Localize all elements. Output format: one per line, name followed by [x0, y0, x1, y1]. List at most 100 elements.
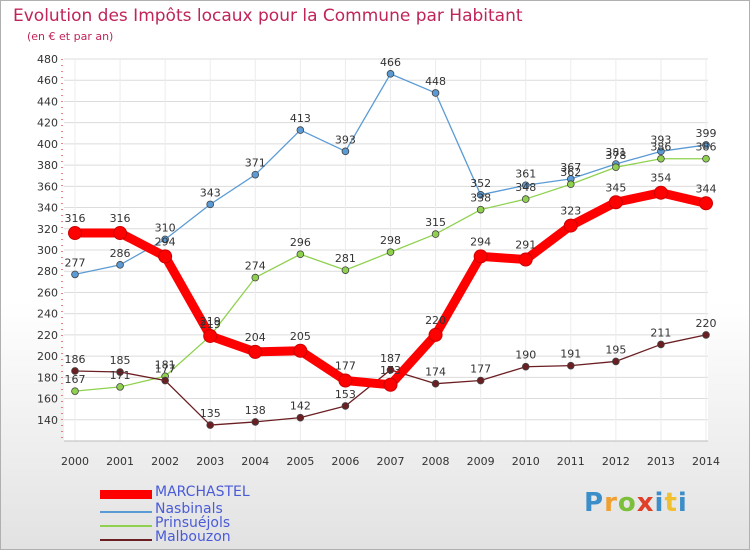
y-tick-label: 360 [37, 180, 58, 193]
data-label: 220 [696, 317, 717, 330]
legend-swatch [100, 511, 152, 513]
x-tick-label: 2012 [602, 455, 630, 468]
data-label: 323 [560, 205, 581, 218]
data-label: 315 [425, 216, 446, 229]
data-label: 291 [515, 239, 536, 252]
legend-label: Prinsuéjols [155, 515, 231, 531]
data-label: 371 [245, 157, 266, 170]
data-label: 296 [290, 236, 311, 249]
legend-swatch [100, 525, 152, 527]
y-tick-label: 340 [37, 202, 58, 215]
y-tick-label: 140 [37, 414, 58, 427]
legend-label: Malbouzon [155, 529, 231, 545]
data-label: 171 [110, 369, 131, 382]
data-label: 138 [245, 404, 266, 417]
data-label: 177 [155, 363, 176, 376]
data-label: 274 [245, 260, 266, 273]
data-label: 393 [335, 133, 356, 146]
data-point [431, 230, 440, 238]
data-point [566, 361, 575, 370]
data-label: 378 [605, 149, 626, 162]
data-point [113, 226, 128, 241]
data-label: 167 [65, 373, 86, 386]
data-point [68, 226, 82, 241]
data-point [386, 70, 395, 78]
data-point [71, 270, 79, 279]
data-point [251, 418, 260, 426]
data-point [251, 170, 260, 179]
y-tick-label: 300 [37, 244, 58, 257]
data-label: 277 [65, 256, 86, 269]
y-tick-label: 320 [37, 223, 58, 236]
data-point [657, 340, 665, 349]
y-tick-label: 220 [37, 329, 58, 342]
data-label: 205 [290, 330, 311, 343]
data-label: 393 [650, 133, 671, 146]
data-label: 316 [65, 212, 86, 225]
y-tick-label: 380 [37, 159, 58, 172]
data-label: 294 [470, 235, 491, 248]
data-point [296, 413, 305, 422]
data-point [341, 147, 350, 156]
data-label: 386 [696, 141, 717, 154]
data-point [563, 218, 578, 233]
y-tick-label: 460 [37, 74, 58, 87]
data-point [431, 89, 440, 97]
x-tick-label: 2014 [692, 455, 720, 468]
data-point [338, 373, 353, 388]
data-label: 177 [470, 363, 491, 376]
y-tick-label: 280 [37, 265, 58, 278]
data-label: 181 [155, 358, 176, 371]
x-tick-label: 2007 [377, 455, 405, 468]
x-tick-label: 2013 [647, 455, 675, 468]
data-label: 211 [650, 326, 671, 339]
data-label: 187 [380, 352, 401, 365]
data-point [476, 205, 485, 214]
data-label: 142 [290, 400, 311, 413]
data-point [653, 185, 668, 200]
data-point [296, 126, 305, 134]
data-point [248, 344, 263, 359]
x-tick-label: 2005 [286, 455, 314, 468]
data-label: 381 [605, 146, 626, 159]
data-point [386, 366, 395, 374]
x-tick-label: 2001 [106, 455, 134, 468]
data-point [612, 357, 620, 366]
data-label: 135 [200, 407, 221, 420]
data-label: 386 [650, 141, 671, 154]
data-label: 343 [200, 186, 221, 199]
y-tick-label: 240 [37, 308, 58, 321]
data-point [206, 200, 215, 209]
data-point [341, 266, 350, 274]
data-point [473, 249, 488, 264]
y-tick-label: 160 [37, 393, 58, 406]
data-point [251, 273, 260, 282]
y-tick-label: 420 [37, 117, 58, 130]
chart-subtitle: (en € et par an) [27, 30, 114, 43]
data-label: 173 [380, 364, 401, 377]
y-tick-label: 260 [37, 286, 58, 299]
legend-label: Nasbinals [155, 501, 223, 517]
data-label: 413 [290, 112, 311, 125]
data-point [161, 235, 169, 244]
data-point [518, 252, 533, 267]
data-label: 310 [155, 221, 176, 234]
data-point [612, 163, 620, 172]
data-label: 174 [425, 366, 446, 379]
y-tick-label: 200 [37, 350, 58, 363]
data-label: 345 [605, 181, 626, 194]
data-point [702, 141, 710, 149]
data-point [293, 343, 308, 358]
data-point [206, 421, 215, 429]
data-label: 354 [650, 172, 671, 185]
data-label: 344 [696, 182, 717, 195]
legend-swatch [100, 539, 152, 541]
data-point [657, 154, 665, 163]
data-point [158, 249, 173, 264]
data-label: 153 [335, 388, 356, 401]
chart-title: Evolution des Impôts locaux pour la Comm… [13, 6, 523, 26]
x-tick-label: 2006 [331, 455, 359, 468]
data-point [116, 261, 124, 269]
data-point [476, 376, 485, 385]
data-point [521, 195, 530, 203]
